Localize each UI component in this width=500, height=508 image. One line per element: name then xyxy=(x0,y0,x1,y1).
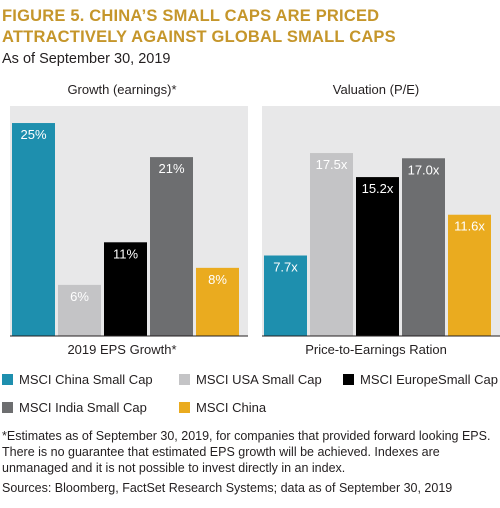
legend-item-china: MSCI China xyxy=(179,400,266,415)
figure-title: FIGURE 5. CHINA’S SMALL CAPS ARE PRICED … xyxy=(2,7,396,46)
legend-label: MSCI EuropeSmall Cap xyxy=(360,372,498,387)
bar xyxy=(310,153,353,336)
bar xyxy=(104,242,147,336)
legend-swatch xyxy=(179,402,190,413)
x-axis-label: Price-to-Earnings Ration xyxy=(305,342,447,357)
legend-label: MSCI China xyxy=(196,400,267,415)
bar xyxy=(264,255,307,336)
bar-value-label: 7.7x xyxy=(273,260,298,275)
footnote: *Estimates as of September 30, 2019, for… xyxy=(2,429,491,475)
legend-item-usa-small-cap: MSCI USA Small Cap xyxy=(179,372,322,387)
legend-label: MSCI China Small Cap xyxy=(19,372,153,387)
legend-label: MSCI USA Small Cap xyxy=(196,372,322,387)
legend-swatch xyxy=(2,374,13,385)
bar xyxy=(402,158,445,336)
legend-swatch xyxy=(179,374,190,385)
bar-charts: Growth (earnings)* 25% 6% 11% 21% 8% 2019 EPS … xyxy=(10,82,500,357)
bar-value-label: 17.0x xyxy=(408,162,440,177)
source-note: Sources: Bloomberg, FactSet Research Sys… xyxy=(2,481,453,495)
bar-value-label: 15.2x xyxy=(362,181,394,196)
bar-value-label: 11.6x xyxy=(454,219,485,234)
legend-swatch xyxy=(343,374,354,385)
bar-value-label: 25% xyxy=(20,127,46,142)
bar-value-label: 8% xyxy=(208,272,227,287)
bar-value-label: 17.5x xyxy=(316,157,348,172)
legend-item-china-small-cap: MSCI China Small Cap xyxy=(2,372,153,387)
legend-swatch xyxy=(2,402,13,413)
bar-value-label: 11% xyxy=(113,246,138,261)
chart-title: Valuation (P/E) xyxy=(333,82,419,97)
figure-subtitle: As of September 30, 2019 xyxy=(2,51,171,67)
bar-value-label: 21% xyxy=(158,161,184,176)
chart-title: Growth (earnings)* xyxy=(67,82,176,97)
bar xyxy=(356,177,399,336)
legend-label: MSCI India Small Cap xyxy=(19,400,147,415)
bar xyxy=(12,123,55,336)
bar xyxy=(448,214,491,336)
x-axis-label: 2019 EPS Growth* xyxy=(67,342,176,357)
legend-item-india-small-cap: MSCI India Small Cap xyxy=(2,400,147,415)
bar xyxy=(150,157,193,336)
bar xyxy=(58,284,101,336)
bar xyxy=(196,267,239,336)
legend-item-europe-small-cap: MSCI EuropeSmall Cap xyxy=(343,372,498,387)
bar-value-label: 6% xyxy=(70,289,89,304)
